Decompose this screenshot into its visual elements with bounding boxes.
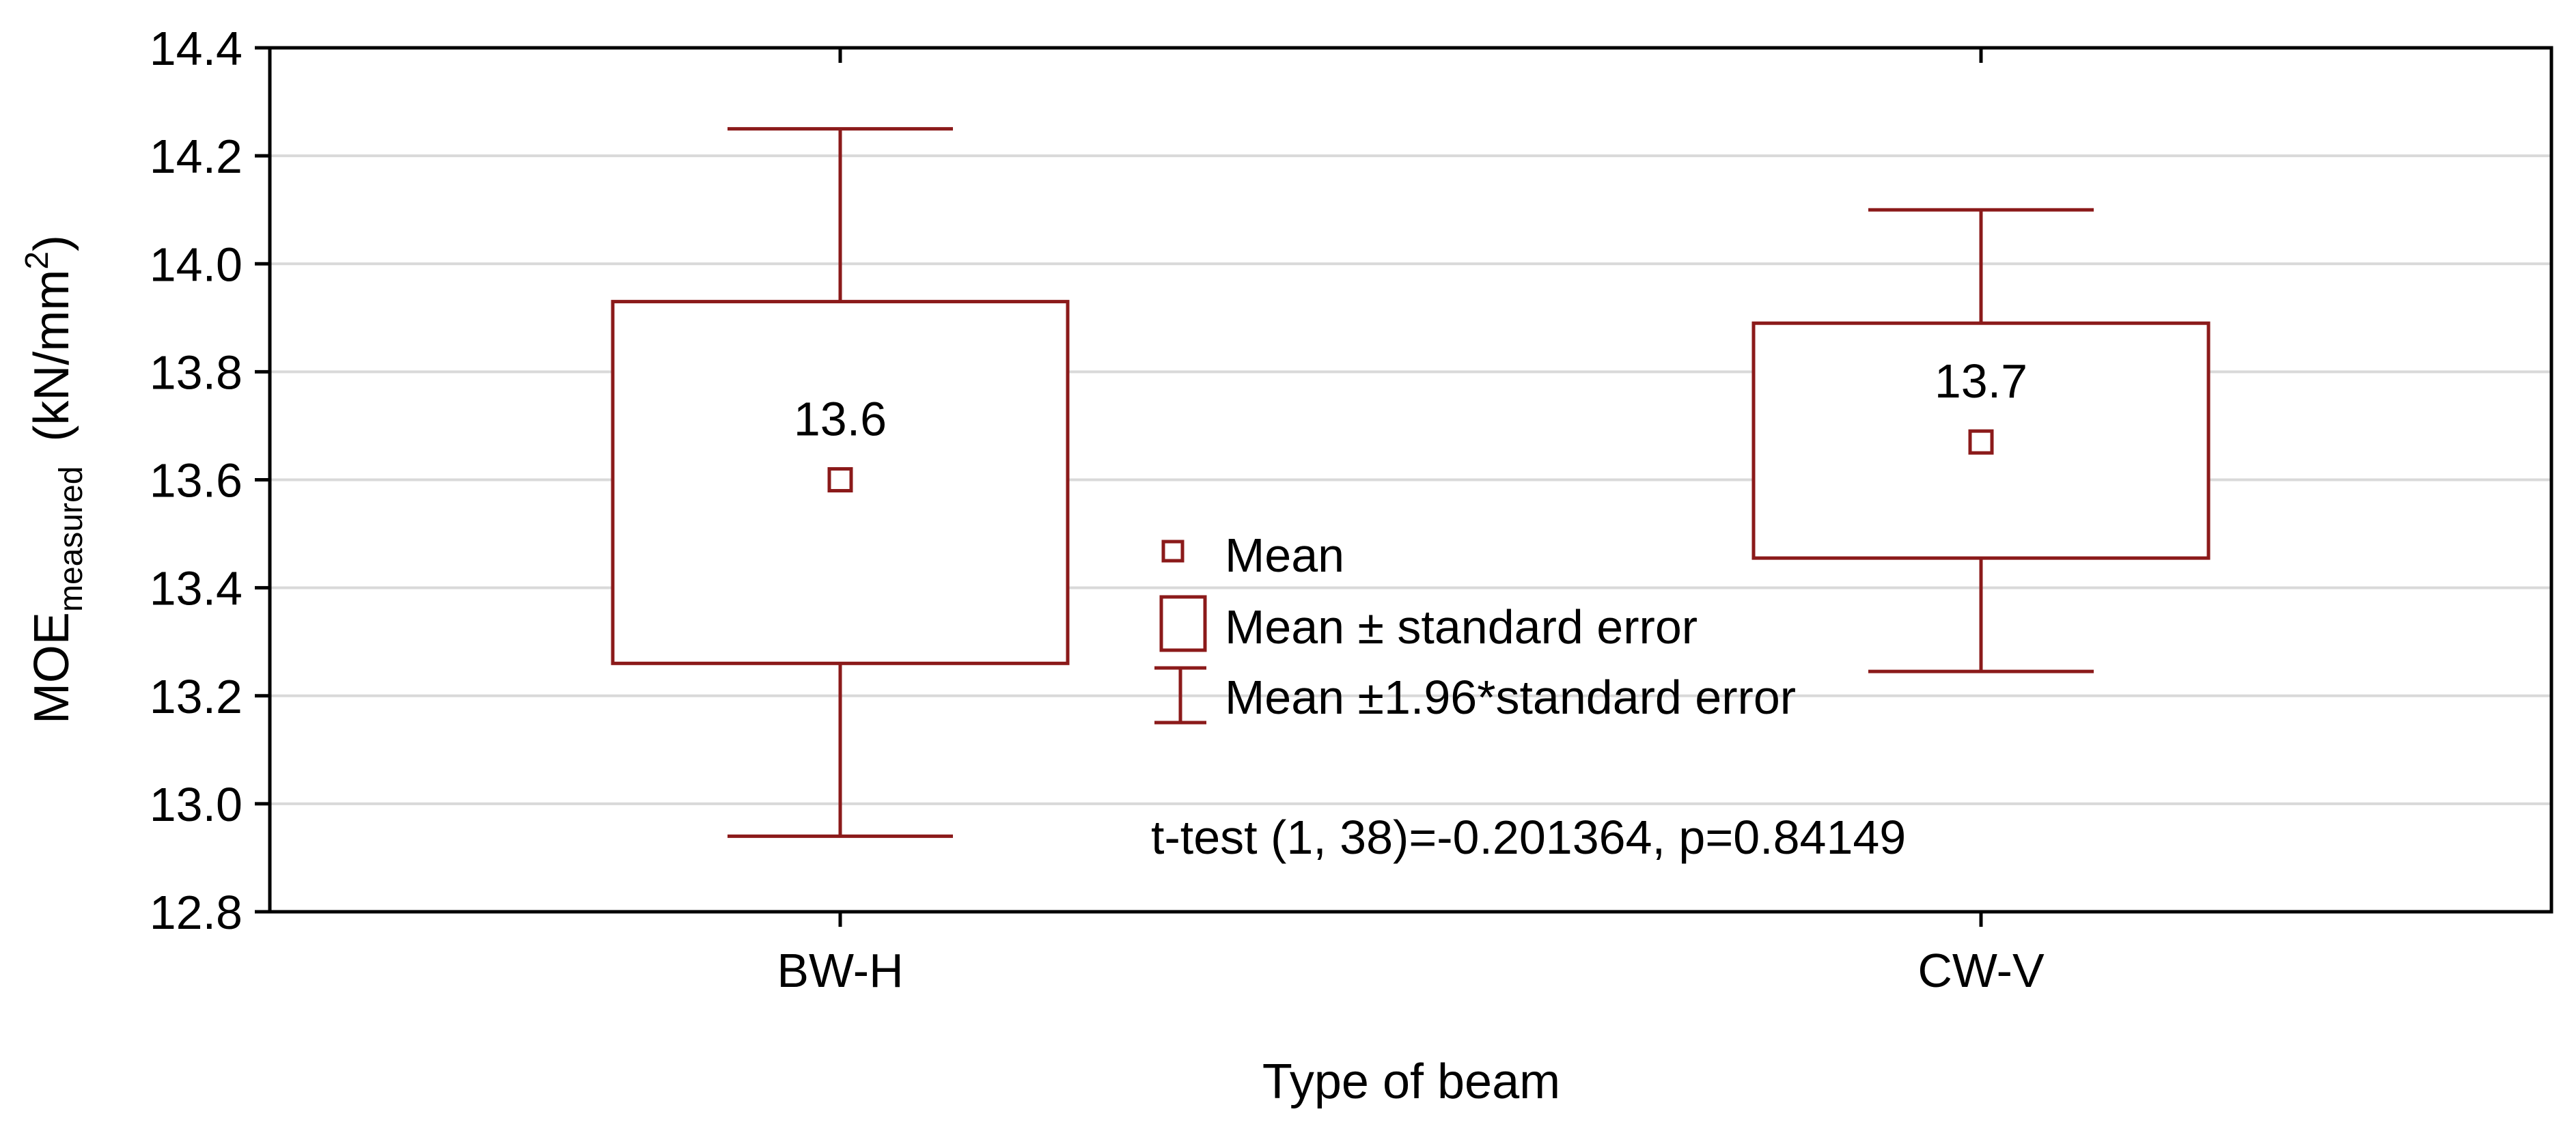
y-tick-label: 14.4 — [150, 22, 243, 75]
mean-marker — [1968, 429, 1994, 455]
mean-value-labels: 13.6 13.7 — [794, 354, 2027, 445]
y-tick-label: 13.6 — [150, 454, 243, 507]
x-tick-label: BW-H — [777, 944, 903, 997]
y-tick-label: 13.4 — [150, 562, 243, 615]
legend-label-ci: Mean ±1.96*standard error — [1225, 671, 1796, 724]
y-axis-label-main: MOE — [25, 612, 79, 724]
x-axis-ticks: BW-H CW-V — [777, 48, 2045, 997]
y-axis-ticks: 12.8 13.0 13.2 13.4 13.6 13.8 14.0 14.2 14.4 — [150, 22, 270, 939]
box-plot-groups — [611, 127, 2211, 838]
y-tick-label: 12.8 — [150, 886, 243, 939]
y-tick-label: 13.2 — [150, 670, 243, 723]
legend-ci-whisker-symbol — [1154, 666, 1206, 725]
y-tick-label: 13.8 — [150, 346, 243, 399]
y-axis-label-superscript: 2 — [19, 251, 55, 270]
mean-value-label: 13.6 — [794, 393, 887, 446]
y-tick-label: 14.2 — [150, 130, 243, 183]
legend-se-box-symbol — [1159, 595, 1207, 652]
y-axis-label-subscript: measured — [53, 466, 89, 612]
mean-value-label: 13.7 — [1935, 354, 2027, 408]
t-test-annotation: t-test (1, 38)=-0.201364, p=0.84149 — [1151, 811, 1906, 864]
legend-label-mean: Mean — [1225, 529, 1344, 582]
y-axis-label: MOEmeasured (kN/mm2) — [19, 235, 89, 724]
y-axis-label-unit: (kN/mm — [25, 270, 79, 442]
y-tick-label: 14.0 — [150, 238, 243, 291]
box-group-cw-v — [1751, 208, 2211, 673]
y-tick-label: 13.0 — [150, 778, 243, 831]
x-axis-label: Type of beam — [1262, 1055, 1560, 1109]
y-axis-label-unit-close: ) — [25, 235, 79, 251]
box-group-bw-h — [611, 127, 1070, 838]
legend-label-se: Mean ± standard error — [1225, 600, 1698, 654]
legend-mean-symbol — [1161, 540, 1185, 563]
legend: Mean Mean ± standard error Mean ±1.96*st… — [1154, 529, 1796, 725]
x-tick-label: CW-V — [1917, 944, 2045, 997]
mean-marker — [827, 467, 853, 492]
